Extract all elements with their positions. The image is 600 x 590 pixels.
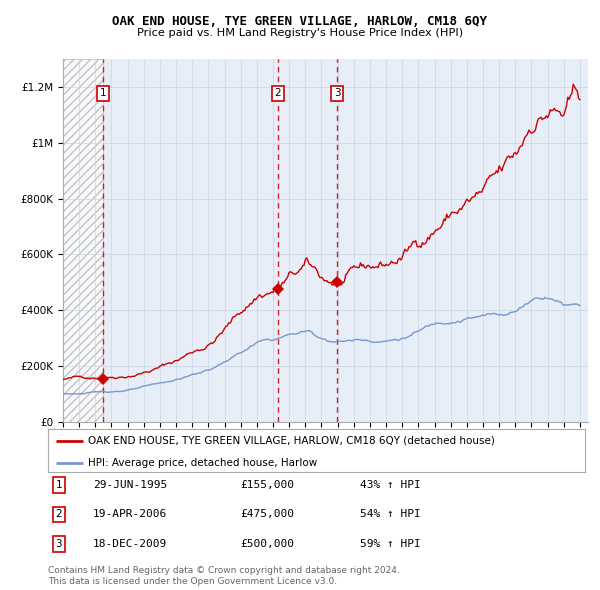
Text: 18-DEC-2009: 18-DEC-2009 — [93, 539, 167, 549]
Text: 29-JUN-1995: 29-JUN-1995 — [93, 480, 167, 490]
Text: Price paid vs. HM Land Registry's House Price Index (HPI): Price paid vs. HM Land Registry's House … — [137, 28, 463, 38]
Text: 1: 1 — [100, 88, 107, 99]
Text: This data is licensed under the Open Government Licence v3.0.: This data is licensed under the Open Gov… — [48, 577, 337, 586]
Text: £155,000: £155,000 — [240, 480, 294, 490]
Text: 54% ↑ HPI: 54% ↑ HPI — [360, 510, 421, 519]
Text: 2: 2 — [55, 510, 62, 519]
Text: 1: 1 — [55, 480, 62, 490]
Text: £500,000: £500,000 — [240, 539, 294, 549]
Text: 2: 2 — [275, 88, 281, 99]
Text: 19-APR-2006: 19-APR-2006 — [93, 510, 167, 519]
Text: OAK END HOUSE, TYE GREEN VILLAGE, HARLOW, CM18 6QY (detached house): OAK END HOUSE, TYE GREEN VILLAGE, HARLOW… — [88, 436, 495, 446]
Text: £475,000: £475,000 — [240, 510, 294, 519]
Bar — [63, 59, 103, 422]
Text: 3: 3 — [334, 88, 340, 99]
Text: 3: 3 — [55, 539, 62, 549]
Text: 43% ↑ HPI: 43% ↑ HPI — [360, 480, 421, 490]
Text: 59% ↑ HPI: 59% ↑ HPI — [360, 539, 421, 549]
Text: HPI: Average price, detached house, Harlow: HPI: Average price, detached house, Harl… — [88, 457, 317, 467]
Text: OAK END HOUSE, TYE GREEN VILLAGE, HARLOW, CM18 6QY: OAK END HOUSE, TYE GREEN VILLAGE, HARLOW… — [113, 15, 487, 28]
Text: Contains HM Land Registry data © Crown copyright and database right 2024.: Contains HM Land Registry data © Crown c… — [48, 566, 400, 575]
